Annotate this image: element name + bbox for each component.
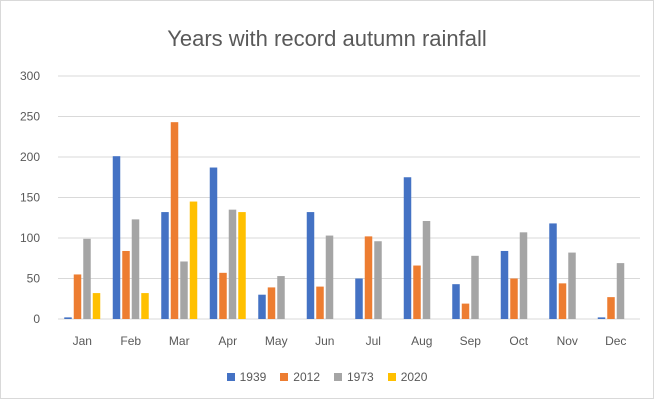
gridlines: [58, 75, 640, 320]
bar-nov-1973: [568, 252, 576, 319]
y-axis-tick-labels: 0 50 100 150 200 250 300: [20, 69, 40, 326]
bar-nov-2012: [558, 283, 567, 319]
x-tick-label: Feb: [120, 334, 141, 348]
bar-feb-2012: [122, 250, 130, 319]
bar-feb-1973: [131, 219, 140, 319]
bar-jul-1939: [355, 278, 363, 319]
x-tick-label: Mar: [169, 334, 190, 348]
bar-jul-1973: [374, 241, 382, 319]
bar-may-2012: [267, 287, 276, 319]
legend-swatch: [387, 373, 396, 381]
chart-legend: 1939 2012 1973 2020: [0, 370, 654, 384]
legend-item: 2020: [387, 370, 428, 384]
legend-swatch: [226, 373, 235, 381]
bar-aug-2012: [413, 265, 421, 319]
bar-sep-1939: [452, 284, 460, 319]
bar-apr-1973: [228, 209, 237, 319]
y-tick-label: 200: [20, 150, 40, 164]
y-tick-label: 300: [20, 69, 40, 83]
legend-label: 1939: [239, 370, 267, 384]
x-axis-tick-labels: Jan Feb Mar Apr May Jun Jul Aug Sep Oct Nov Dec: [73, 334, 627, 348]
bar-oct-2012: [510, 278, 518, 319]
y-tick-label: 100: [20, 231, 40, 245]
legend-swatch: [334, 373, 342, 381]
x-tick-label: Jun: [315, 334, 334, 348]
bar-jan-2012: [73, 274, 82, 319]
x-tick-label: Oct: [509, 334, 528, 348]
x-tick-label: Apr: [218, 334, 237, 348]
bar-sep-1973: [471, 255, 479, 319]
bar-mar-2012: [170, 122, 179, 319]
bar-dec-1939: [597, 317, 606, 319]
bar-apr-2020: [238, 212, 246, 319]
bar-oct-1973: [519, 232, 528, 319]
bar-jun-1973: [325, 235, 334, 319]
x-tick-label: Nov: [557, 334, 578, 348]
bar-jan-1939: [64, 317, 72, 319]
legend-item: 1973: [334, 370, 374, 384]
x-tick-label: Sep: [460, 334, 482, 348]
x-tick-label: May: [265, 334, 288, 348]
y-tick-label: 50: [27, 272, 41, 286]
bar-sep-2012: [461, 303, 470, 319]
bar-mar-1939: [161, 212, 169, 319]
bar-aug-1939: [403, 177, 412, 319]
legend-swatch: [280, 373, 289, 381]
x-tick-label: Dec: [605, 334, 626, 348]
legend-label: 2020: [400, 370, 428, 384]
bar-aug-1973: [422, 220, 431, 319]
bar-dec-1973: [616, 263, 625, 319]
bar-may-1939: [258, 294, 266, 319]
chart-title: Years with record autumn rainfall: [167, 26, 487, 51]
bar-may-1973: [277, 276, 285, 319]
bar-dec-2012: [607, 297, 615, 319]
y-tick-label: 150: [20, 191, 40, 205]
bar-jan-2020: [92, 293, 101, 319]
x-tick-label: Jul: [366, 334, 381, 348]
bar-jan-1973: [83, 238, 91, 319]
bars: [64, 122, 625, 319]
x-tick-label: Jan: [73, 334, 92, 348]
bar-apr-2012: [219, 272, 227, 319]
legend-item: 2012: [280, 370, 320, 384]
y-tick-label: 0: [33, 312, 40, 326]
bar-oct-1939: [500, 250, 509, 319]
y-tick-label: 250: [20, 110, 40, 124]
bar-jun-2012: [316, 286, 324, 319]
x-tick-label: Aug: [411, 334, 432, 348]
bar-mar-2020: [189, 201, 198, 319]
legend-label: 2012: [293, 370, 320, 384]
bar-nov-1939: [549, 223, 557, 319]
bar-jun-1939: [306, 212, 315, 319]
legend-item: 1939: [226, 370, 267, 384]
bar-apr-1939: [209, 167, 218, 319]
bar-feb-1939: [112, 156, 121, 319]
bar-feb-2020: [141, 293, 149, 319]
legend-label: 1973: [347, 370, 374, 384]
bar-mar-1973: [180, 261, 188, 319]
bar-jul-2012: [364, 236, 373, 319]
